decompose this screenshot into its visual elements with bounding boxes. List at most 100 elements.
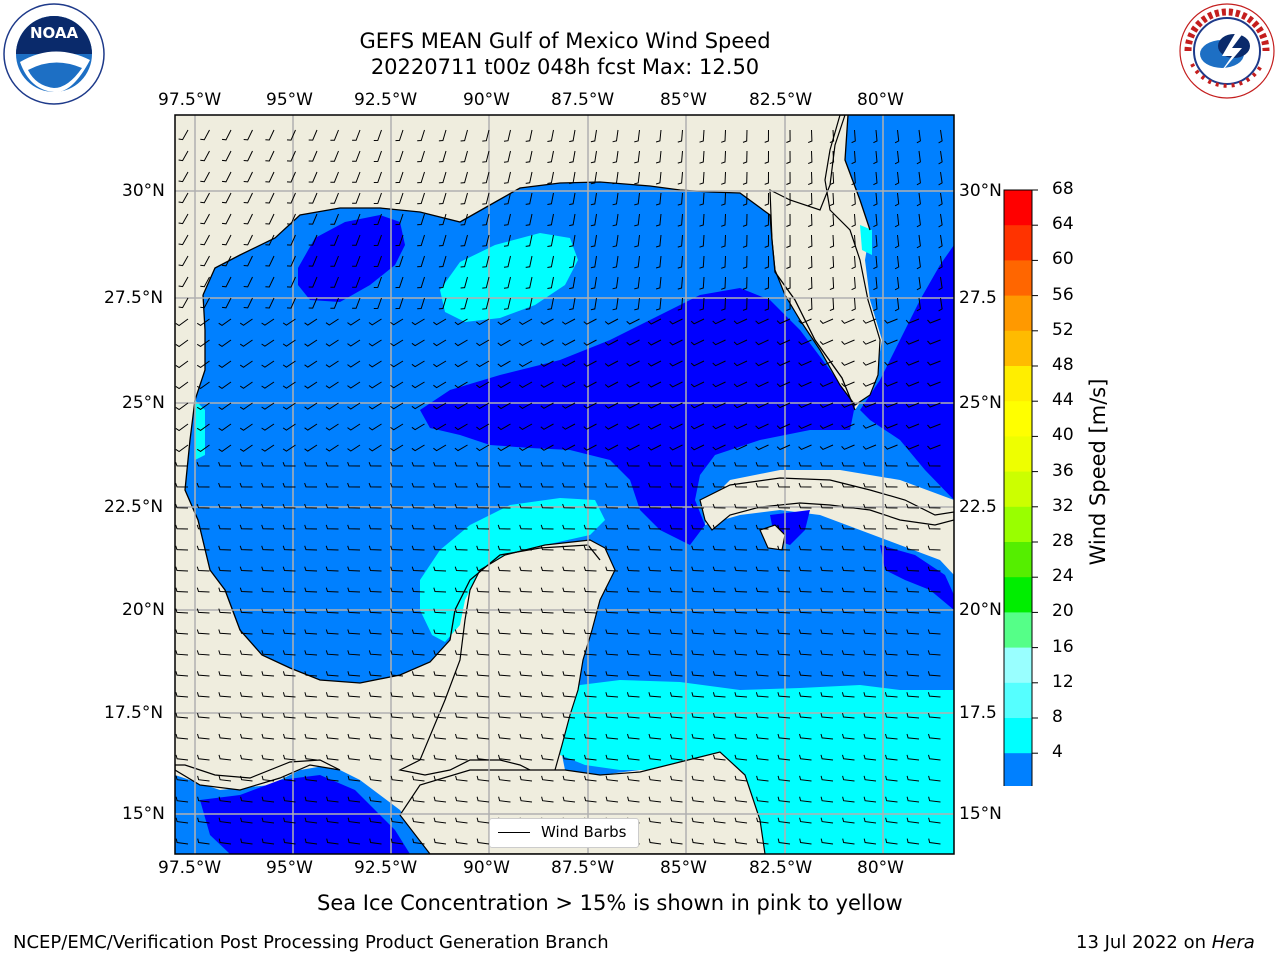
wind-barb: [347, 733, 361, 740]
wind-barb: [776, 381, 791, 388]
wind-barb: [777, 462, 791, 467]
wind-barb: [820, 796, 834, 803]
wind-barb: [239, 423, 253, 431]
colorbar-segment: [1004, 401, 1032, 437]
wind-barb: [604, 318, 619, 325]
wind-barb: [648, 671, 662, 677]
wind-barb: [196, 587, 210, 593]
wind-barb: [503, 297, 511, 310]
wind-barb: [605, 775, 619, 782]
lon-tick-bottom: 82.5°W: [749, 858, 813, 878]
wind-barb: [562, 733, 576, 740]
wind-barb: [197, 754, 210, 761]
wind-barb: [713, 817, 726, 824]
wind-barb: [347, 566, 361, 572]
wind-barb: [304, 838, 318, 845]
colorbar-segment: [1004, 225, 1032, 261]
wind-barb: [863, 650, 877, 656]
wind-barb: [243, 150, 253, 162]
wind-barb: [655, 213, 662, 227]
wind-barb: [286, 234, 296, 246]
wind-barb: [690, 444, 705, 451]
wind-barb: [304, 566, 318, 572]
wind-barb: [433, 733, 447, 740]
wind-barb: [583, 318, 597, 325]
wind-barb: [699, 171, 705, 185]
wind-barb: [261, 796, 275, 803]
wind-barb: [634, 213, 640, 227]
wind-barb: [655, 276, 662, 290]
wind-barb: [476, 423, 490, 431]
wind-barb: [395, 255, 404, 268]
wind-barb: [390, 733, 404, 740]
wind-barb: [669, 482, 683, 488]
wind-barb: [605, 545, 619, 551]
wind-barb: [482, 192, 490, 205]
wind-barb: [634, 276, 640, 290]
wind-barb: [699, 213, 705, 227]
wind-barb: [433, 360, 447, 368]
wind-barb: [218, 817, 232, 824]
wind-barb: [627, 796, 640, 803]
wind-barb: [519, 754, 533, 761]
wind-barb: [776, 444, 791, 451]
lon-tick-top: 90°W: [463, 90, 510, 110]
lon-tick-top: 92.5°W: [354, 90, 418, 110]
wind-barb: [390, 503, 404, 509]
wind-barb: [583, 587, 597, 593]
wind-barb: [841, 629, 855, 635]
wind-barb: [690, 339, 705, 346]
wind-barb: [503, 192, 511, 205]
wind-barb: [841, 671, 855, 677]
lon-tick-bottom: 90°W: [463, 858, 510, 878]
wind-barb: [519, 587, 533, 593]
wind-barb: [330, 213, 339, 225]
wind-barb: [282, 462, 296, 467]
wind-barb: [541, 754, 554, 761]
wind-barb: [713, 838, 726, 845]
wind-barb: [433, 796, 447, 803]
wind-barb: [841, 402, 855, 408]
wind-barb: [175, 566, 189, 572]
wind-barb: [347, 796, 361, 803]
wind-barb: [906, 650, 920, 656]
wind-barb: [648, 712, 662, 719]
wind-barb: [390, 838, 404, 845]
wind-barb: [454, 545, 468, 551]
wind-barb: [503, 129, 511, 142]
wind-barb: [261, 733, 275, 740]
wind-barb: [221, 297, 232, 309]
wind-barb: [916, 213, 921, 228]
colorbar-tick-label: 40: [1052, 425, 1074, 446]
wind-barb: [647, 318, 662, 325]
wind-barb: [691, 503, 705, 509]
wind-barb: [175, 444, 189, 453]
wind-barb: [347, 629, 361, 635]
colorbar-tick-label: 60: [1052, 249, 1074, 270]
wind-barb: [648, 692, 662, 698]
wind-barb: [670, 817, 683, 824]
wind-barb: [648, 482, 662, 488]
wind-barb: [304, 402, 318, 410]
wind-barb: [583, 566, 597, 572]
wind-barb: [894, 297, 900, 312]
wind-barb: [677, 255, 683, 269]
wind-barb: [196, 423, 210, 432]
chart-title-line2: 20220711 t00z 048h fcst Max: 12.50: [370, 55, 760, 79]
wind-barb: [325, 692, 339, 698]
wind-barb: [261, 692, 275, 698]
wind-barb: [755, 629, 769, 635]
wind-barb: [497, 360, 511, 368]
wind-barb: [906, 817, 920, 824]
wind-barb: [648, 754, 662, 761]
colorbar-tick-label: 64: [1052, 214, 1074, 235]
wind-barb: [411, 482, 425, 488]
wind-barb: [626, 566, 640, 572]
wind-barb: [261, 566, 275, 572]
wind-barb: [906, 587, 920, 593]
wind-barb: [938, 297, 943, 312]
wind-barb: [669, 587, 683, 593]
wind-barb: [583, 503, 597, 509]
wind-barb: [282, 381, 296, 389]
